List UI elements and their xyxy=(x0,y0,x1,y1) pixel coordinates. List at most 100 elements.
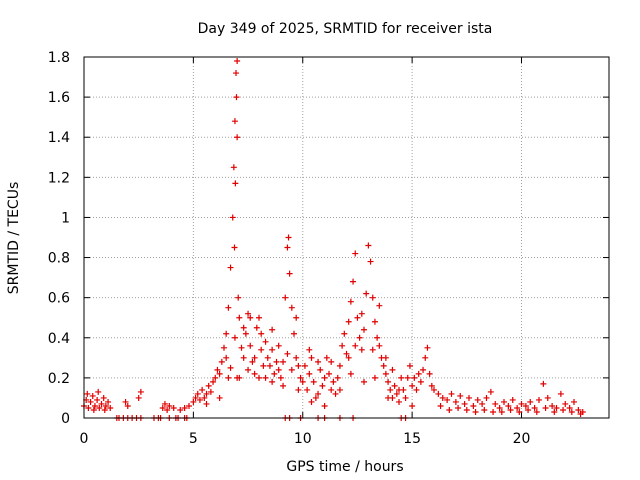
data-point xyxy=(472,408,479,415)
data-point xyxy=(177,406,184,413)
data-point xyxy=(159,404,166,411)
data-point xyxy=(328,386,335,393)
data-point xyxy=(90,406,97,413)
data-point xyxy=(367,258,374,265)
data-point xyxy=(242,330,249,337)
data-point xyxy=(439,394,446,401)
axis-ticks: 0 0.2 0.4 0.6 0.8 1 1.2 1.4 1.6 1.8 0 5 10 15 20 xyxy=(48,50,609,447)
data-point xyxy=(258,330,265,337)
data-point xyxy=(385,378,392,385)
data-point xyxy=(216,394,223,401)
data-point xyxy=(518,400,525,407)
data-point xyxy=(393,390,400,397)
data-point xyxy=(84,390,91,397)
data-point xyxy=(105,398,112,405)
data-point xyxy=(396,386,402,393)
data-point xyxy=(339,342,346,349)
data-point xyxy=(560,406,567,413)
data-point xyxy=(186,402,192,409)
data-point xyxy=(227,264,234,271)
data-point xyxy=(221,344,227,351)
data-point xyxy=(291,330,297,337)
data-point xyxy=(516,408,523,415)
data-point xyxy=(273,358,280,365)
data-point xyxy=(280,358,287,365)
data-point xyxy=(315,358,322,365)
data-point xyxy=(225,374,232,381)
data-point xyxy=(223,330,230,337)
data-point xyxy=(470,402,477,409)
data-point xyxy=(277,374,284,381)
data-point xyxy=(376,302,383,309)
data-point xyxy=(170,404,177,411)
data-point xyxy=(343,350,350,357)
data-point xyxy=(553,404,560,411)
data-point xyxy=(235,294,242,301)
data-point xyxy=(293,354,300,361)
data-point xyxy=(396,398,402,405)
data-point xyxy=(492,400,499,407)
data-point xyxy=(192,394,199,401)
data-point xyxy=(498,408,505,415)
x-tick-label: 20 xyxy=(513,431,531,447)
data-point xyxy=(285,234,292,241)
data-point xyxy=(382,354,389,361)
data-point xyxy=(505,402,512,409)
data-point xyxy=(245,366,252,373)
data-point xyxy=(245,310,252,317)
data-point xyxy=(251,370,258,377)
data-point xyxy=(352,342,359,349)
data-point xyxy=(424,344,431,351)
data-point xyxy=(306,370,313,377)
data-point xyxy=(461,400,468,407)
data-point xyxy=(542,404,549,411)
data-point xyxy=(253,324,260,331)
data-point xyxy=(240,324,247,331)
data-point xyxy=(336,362,343,369)
data-point xyxy=(463,406,470,413)
x-tick-label: 10 xyxy=(294,431,312,447)
data-point xyxy=(404,374,411,381)
data-point xyxy=(247,314,254,321)
data-point xyxy=(336,386,343,393)
data-point xyxy=(269,326,276,333)
data-point xyxy=(363,290,370,297)
data-point xyxy=(479,400,486,407)
y-tick-label: 0.8 xyxy=(48,251,70,267)
y-tick-label: 0.4 xyxy=(48,331,70,347)
data-point xyxy=(262,374,269,381)
data-point xyxy=(275,342,282,349)
data-points xyxy=(81,58,586,421)
data-point xyxy=(487,388,494,395)
data-point xyxy=(310,378,317,385)
data-point xyxy=(288,304,295,311)
x-tick-label: 0 xyxy=(80,431,89,447)
data-point xyxy=(181,404,188,411)
data-point xyxy=(231,334,238,341)
y-tick-label: 1.8 xyxy=(48,50,70,66)
data-point xyxy=(164,406,171,413)
data-point xyxy=(240,354,247,361)
data-point xyxy=(166,402,173,409)
data-point xyxy=(315,390,322,397)
data-point xyxy=(297,374,304,381)
data-point xyxy=(352,250,359,257)
data-point xyxy=(266,362,273,369)
data-point xyxy=(431,386,437,393)
data-point xyxy=(358,310,365,317)
plot-frame xyxy=(83,56,610,419)
y-tick-label: 1.6 xyxy=(48,90,70,106)
data-point xyxy=(87,398,94,405)
y-tick-label: 1.2 xyxy=(48,170,70,186)
data-point xyxy=(293,314,300,321)
data-point xyxy=(544,394,551,401)
data-point xyxy=(321,374,328,381)
data-point xyxy=(262,338,269,345)
data-point xyxy=(568,408,575,415)
data-point xyxy=(260,362,267,369)
data-point xyxy=(238,344,245,351)
data-point xyxy=(271,370,278,377)
data-point xyxy=(233,70,240,77)
